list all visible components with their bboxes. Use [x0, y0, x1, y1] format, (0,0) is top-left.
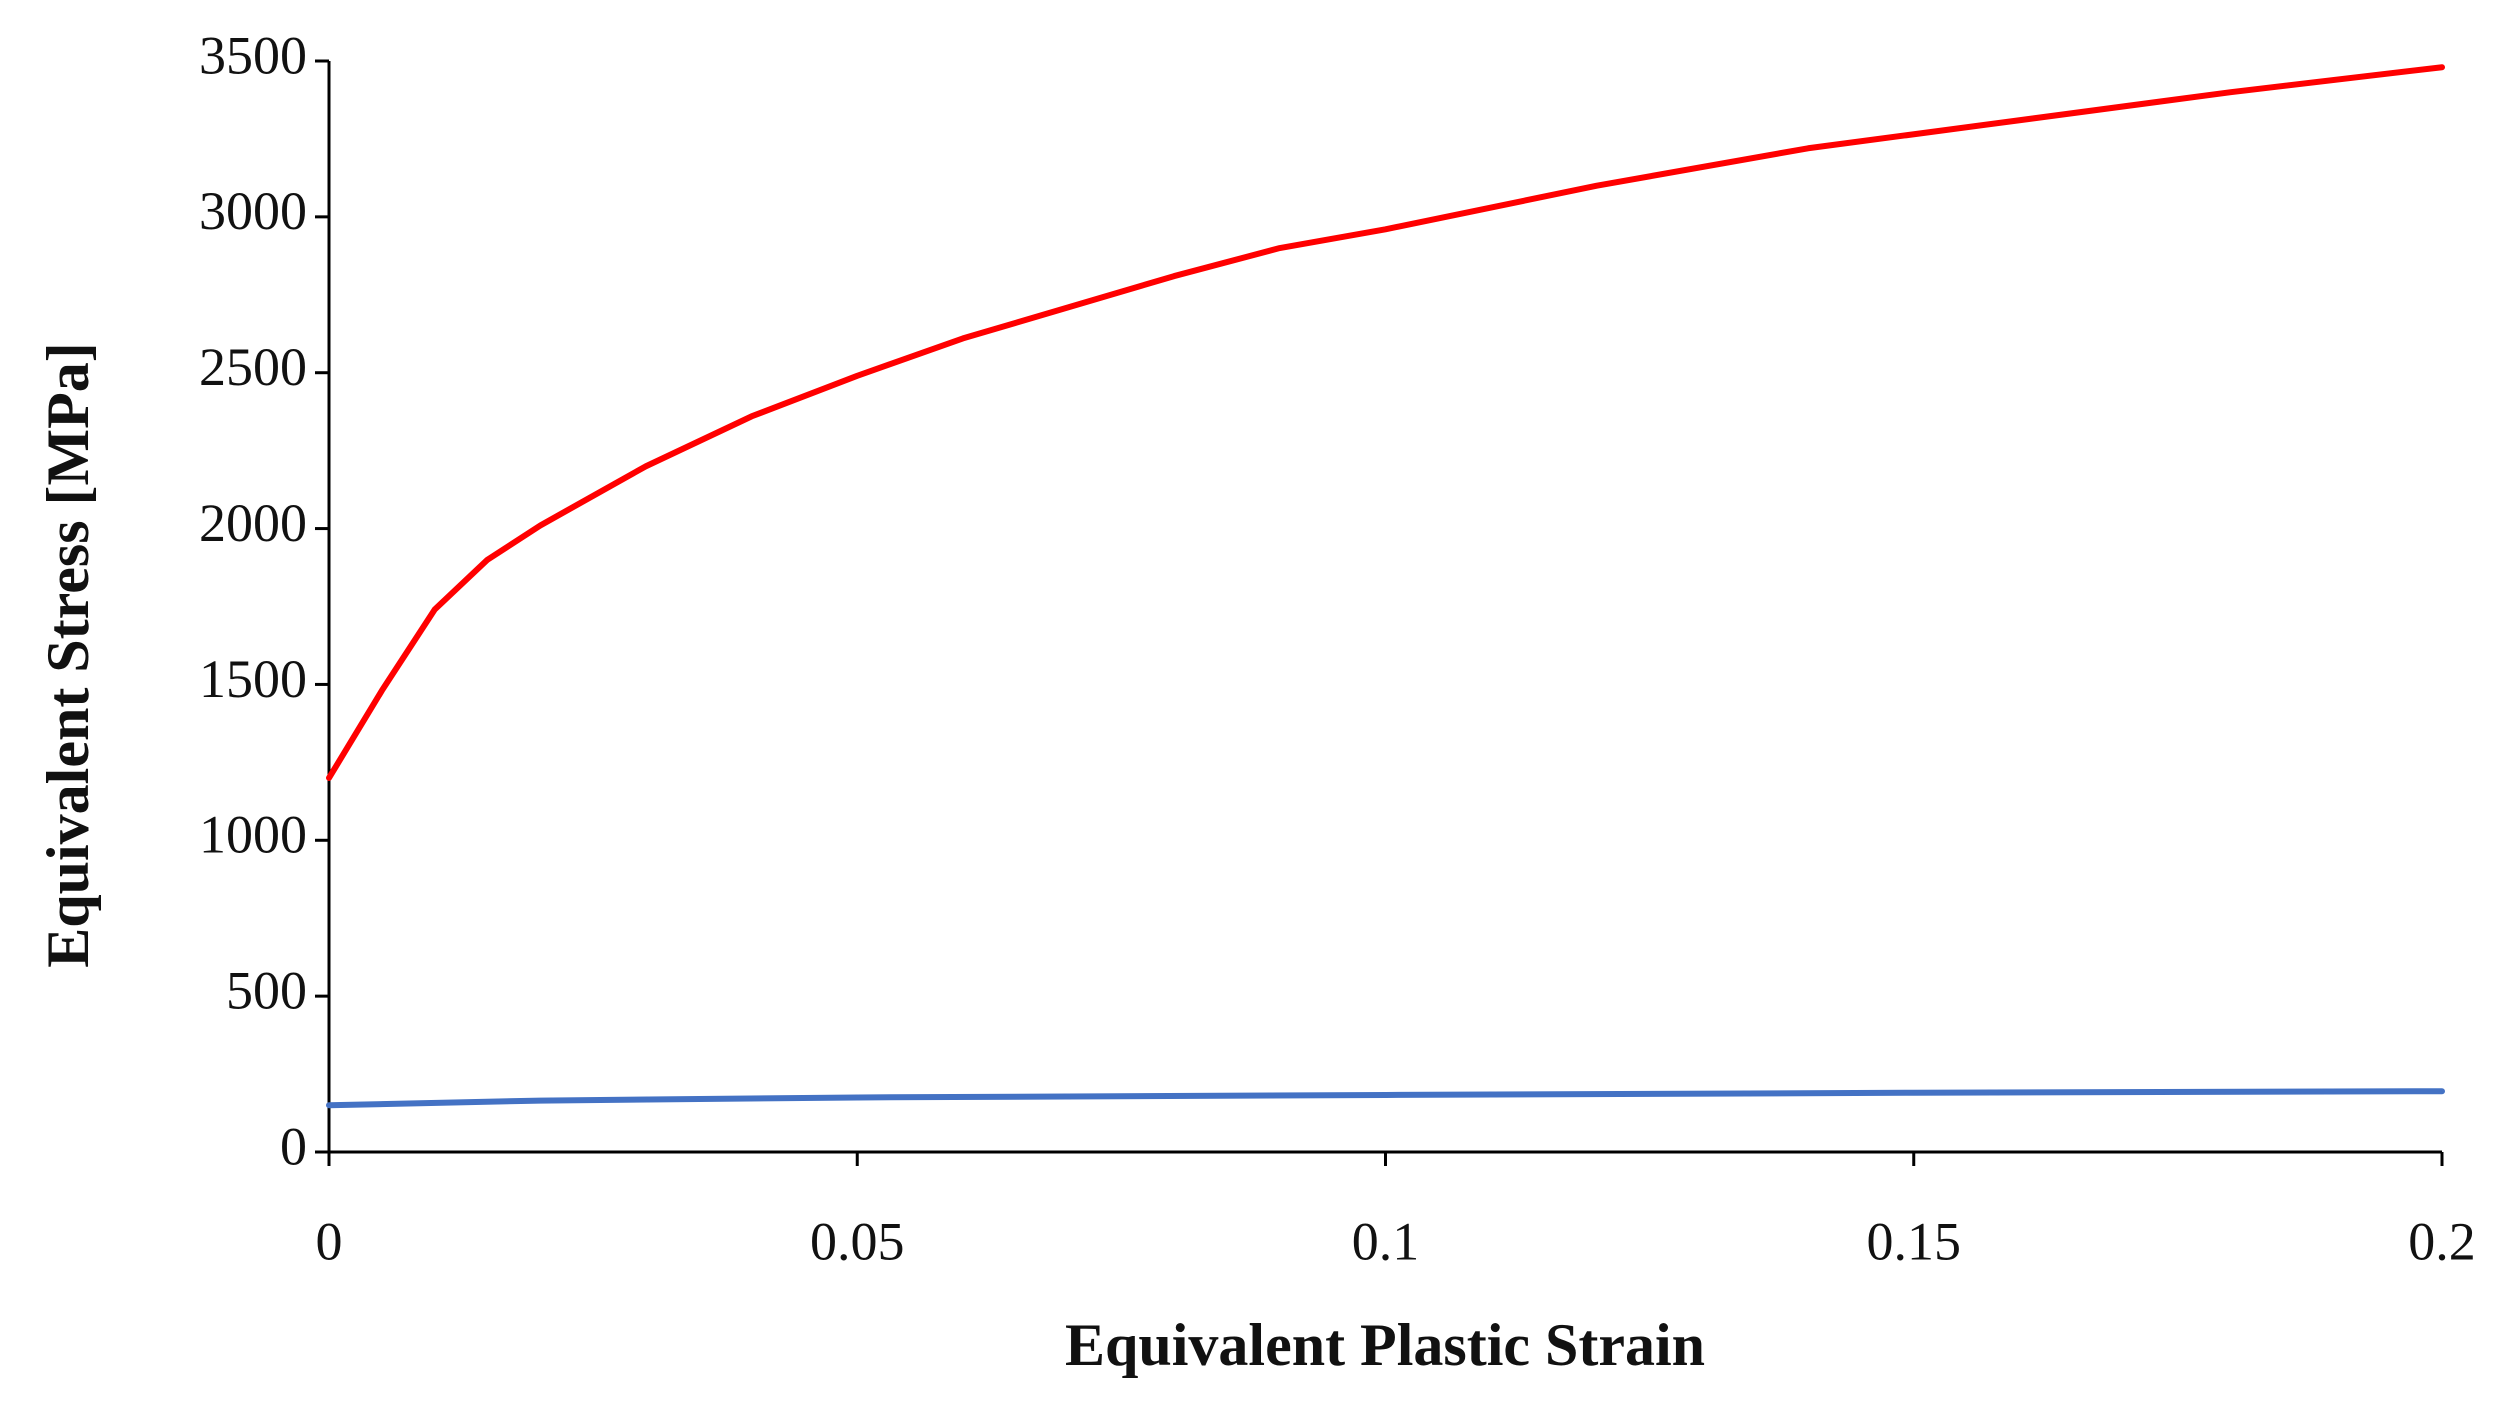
y-tick-label: 1500 [199, 649, 307, 709]
y-tick-label: 500 [226, 961, 307, 1021]
line-series [326, 1088, 2445, 1109]
y-tick-label: 3500 [199, 25, 307, 85]
y-tick-label: 0 [280, 1116, 307, 1176]
x-tick-label: 0.2 [2408, 1211, 2476, 1271]
x-tick-label: 0.05 [810, 1211, 905, 1271]
x-tick-label: 0.15 [1867, 1211, 1962, 1271]
y-axis-title: Equivalent Stress [MPa] [35, 342, 101, 968]
y-tick-label: 2500 [199, 337, 307, 397]
y-tick-label: 2000 [199, 493, 307, 553]
line-series [326, 64, 2445, 781]
x-axis-title: Equivalent Plastic Strain [1065, 1312, 1705, 1378]
y-tick-label: 1000 [199, 805, 307, 865]
y-tick-label: 3000 [199, 181, 307, 241]
x-tick-label: 0.1 [1352, 1211, 1420, 1271]
x-tick-label: 0 [316, 1211, 343, 1271]
